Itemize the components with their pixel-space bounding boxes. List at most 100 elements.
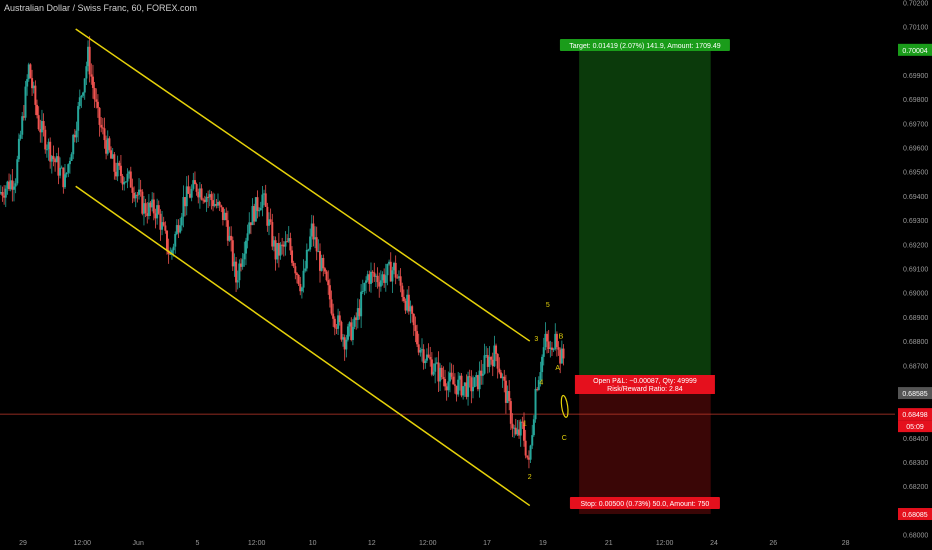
y-tick-label: 0.69800: [903, 97, 928, 104]
candle-body: [281, 244, 284, 246]
profit-zone[interactable]: [579, 49, 711, 394]
candle-body: [536, 388, 539, 390]
candle-body: [251, 206, 254, 226]
candle-body: [272, 240, 275, 247]
candle-body: [351, 326, 354, 340]
candle-body: [182, 197, 185, 217]
candle-body: [226, 220, 229, 241]
rr-label: Risk/Reward Ratio: 2.84: [607, 386, 683, 393]
candle-body: [190, 188, 193, 198]
candle-body: [496, 353, 499, 369]
candle-body: [480, 370, 483, 376]
candle-body: [369, 271, 372, 284]
candle-body: [72, 134, 75, 155]
candle-body: [289, 238, 292, 251]
candle-body: [402, 296, 405, 302]
x-tick-label: 5: [195, 540, 199, 547]
candle-body: [368, 274, 371, 284]
candle-body: [126, 173, 129, 182]
candle-body: [254, 197, 257, 222]
candle-body: [185, 186, 188, 207]
candle-body: [39, 129, 42, 133]
candle-body: [384, 275, 387, 283]
candle-body: [305, 249, 308, 269]
candle-body: [478, 370, 481, 390]
y-tick-label: 0.70200: [903, 0, 928, 7]
candle-body: [338, 315, 341, 323]
candle-body: [560, 348, 563, 364]
candle-body: [425, 354, 428, 361]
candle-body: [52, 156, 55, 160]
candle-body: [193, 180, 196, 185]
candle-body: [353, 317, 356, 327]
candle-body: [9, 180, 12, 190]
candle-body: [355, 317, 358, 320]
candle-body: [462, 386, 465, 396]
candle-body: [259, 207, 262, 211]
candle-body: [427, 354, 430, 357]
candle-body: [212, 200, 215, 207]
candle-body: [139, 189, 142, 192]
candle-body: [345, 339, 348, 350]
candle-body: [412, 313, 415, 326]
candle-body: [244, 240, 247, 254]
candle-body: [36, 104, 39, 116]
candle-body: [0, 192, 2, 194]
candle-body: [506, 391, 509, 403]
candle-body: [37, 115, 40, 130]
candle-body: [114, 171, 117, 177]
candle-body: [261, 194, 264, 208]
candle-body: [307, 249, 310, 251]
y-tick-label: 0.68400: [903, 436, 928, 443]
candle-body: [363, 282, 366, 291]
candle-body: [57, 156, 60, 176]
candle-body: [62, 167, 65, 188]
candle-body: [432, 371, 435, 375]
candle-body: [328, 285, 331, 300]
candle-body: [397, 276, 400, 278]
candle-body: [495, 345, 498, 354]
candle-body: [526, 455, 529, 458]
channel-upper-line[interactable]: [75, 28, 531, 342]
candle-body: [63, 174, 66, 188]
candle-body: [231, 240, 234, 267]
candle-body: [131, 187, 134, 193]
candle-body: [373, 272, 376, 277]
candle-body: [45, 149, 48, 151]
candle-body: [269, 219, 272, 223]
candle-body: [542, 347, 545, 357]
x-tick-label: 17: [483, 540, 491, 547]
candle-body: [208, 194, 211, 198]
candle-body: [67, 164, 70, 173]
target-price-badge: [898, 43, 932, 56]
candle-body: [68, 160, 71, 165]
candle-body: [447, 381, 450, 391]
loss-zone[interactable]: [579, 393, 711, 515]
candle-body: [277, 242, 280, 256]
candle-body: [223, 212, 226, 220]
candle-body: [203, 199, 206, 202]
candle-body: [414, 325, 417, 332]
candle-body: [123, 182, 126, 185]
candle-body: [440, 367, 443, 378]
candle-body: [534, 388, 537, 420]
channel-lower-line[interactable]: [75, 185, 531, 507]
candle-body: [434, 363, 437, 372]
candle-body: [299, 284, 302, 292]
candle-body: [452, 376, 455, 385]
y-tick-label: 0.68300: [903, 460, 928, 467]
candle-body: [314, 237, 317, 240]
candle-body: [393, 262, 396, 271]
candle-body: [19, 134, 22, 139]
candle-body: [73, 134, 76, 138]
candle-body: [21, 116, 24, 135]
stop-price-badge: [898, 508, 932, 521]
candle-body: [475, 375, 478, 378]
y-tick-label: 0.68900: [903, 315, 928, 322]
stop-label: Stop: 0.00500 (0.73%) 50.0, Amount: 750: [581, 501, 710, 508]
x-tick-label: 12:00: [73, 540, 91, 547]
candle-body: [504, 380, 507, 403]
y-tick-label: 0.68700: [903, 363, 928, 370]
candle-body: [29, 64, 32, 79]
